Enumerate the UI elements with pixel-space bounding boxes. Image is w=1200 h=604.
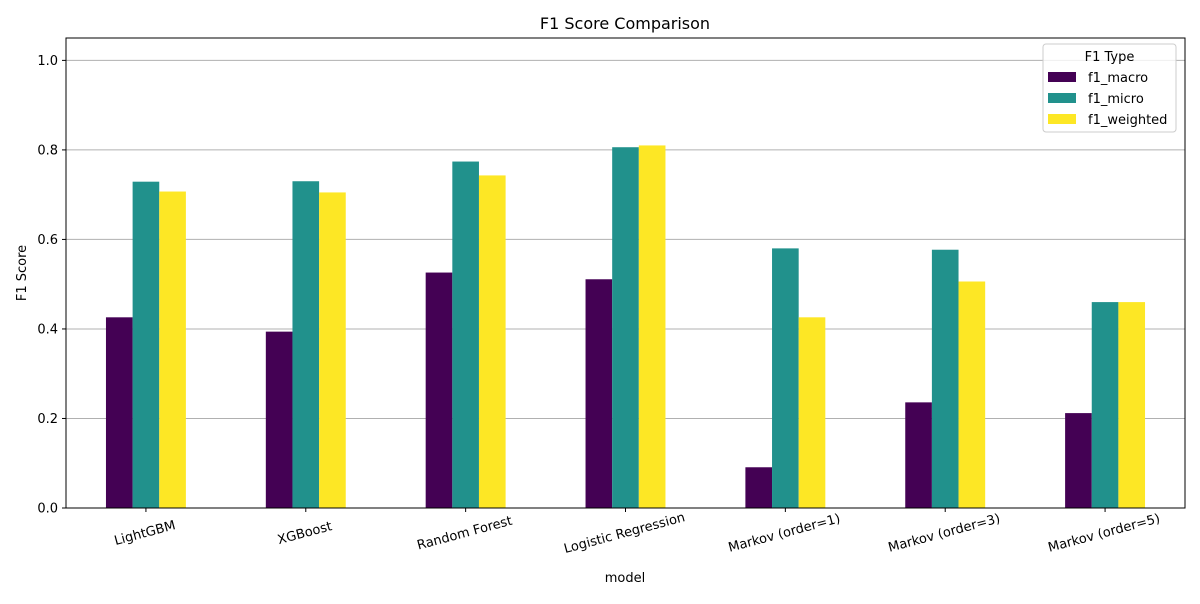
bar-f1_macro — [265, 331, 293, 508]
y-axis-label: F1 Score — [15, 245, 30, 301]
bar-f1_weighted — [958, 281, 986, 508]
bars — [105, 145, 1146, 509]
legend-label: f1_macro — [1088, 71, 1148, 86]
legend-items: f1_macro f1_micro f1_weighted — [1048, 71, 1167, 128]
bar-f1_weighted — [798, 317, 826, 508]
legend: F1 Type f1_macro f1_micro f1_weighted — [1042, 43, 1177, 133]
legend-label: f1_weighted — [1088, 113, 1167, 128]
legend-swatch-f1_macro — [1048, 72, 1076, 82]
bar-f1_micro — [132, 181, 160, 508]
bar-f1_macro — [905, 402, 932, 508]
chart-title: F1 Score Comparison — [540, 14, 710, 33]
bar-f1_micro — [1091, 302, 1119, 508]
bar-f1_micro — [931, 249, 959, 508]
bar-f1_micro — [612, 147, 639, 508]
y-tick-label: 0.6 — [37, 233, 58, 248]
bar-f1_weighted — [1118, 302, 1146, 508]
legend-box — [1042, 43, 1177, 133]
legend-title: F1 Type — [1085, 50, 1135, 65]
bar-f1_micro — [772, 248, 799, 508]
bar-f1_weighted — [159, 191, 186, 509]
y-axis-ticks: 0.0 0.2 0.4 0.6 0.8 1.0 — [37, 54, 66, 517]
bar-f1_macro — [585, 279, 613, 508]
bar-f1_micro — [292, 181, 320, 508]
bar-f1_weighted — [478, 175, 506, 508]
x-axis-label: model — [605, 571, 645, 586]
y-tick-label: 0.4 — [37, 322, 58, 337]
legend-swatch-f1_weighted — [1048, 114, 1076, 124]
y-tick-label: 1.0 — [37, 54, 58, 69]
y-tick-label: 0.0 — [37, 502, 58, 517]
bar-f1_micro — [452, 161, 479, 509]
bar-f1_macro — [745, 467, 773, 508]
bar-f1_weighted — [319, 192, 346, 508]
y-tick-label: 0.2 — [37, 412, 58, 427]
bar-f1_weighted — [638, 145, 666, 508]
y-tick-label: 0.8 — [37, 143, 58, 158]
legend-swatch-f1_micro — [1048, 93, 1076, 103]
legend-label: f1_micro — [1088, 92, 1144, 107]
bar-f1_macro — [105, 317, 133, 508]
bar-f1_macro — [1065, 413, 1092, 508]
bar-f1_macro — [425, 272, 453, 508]
